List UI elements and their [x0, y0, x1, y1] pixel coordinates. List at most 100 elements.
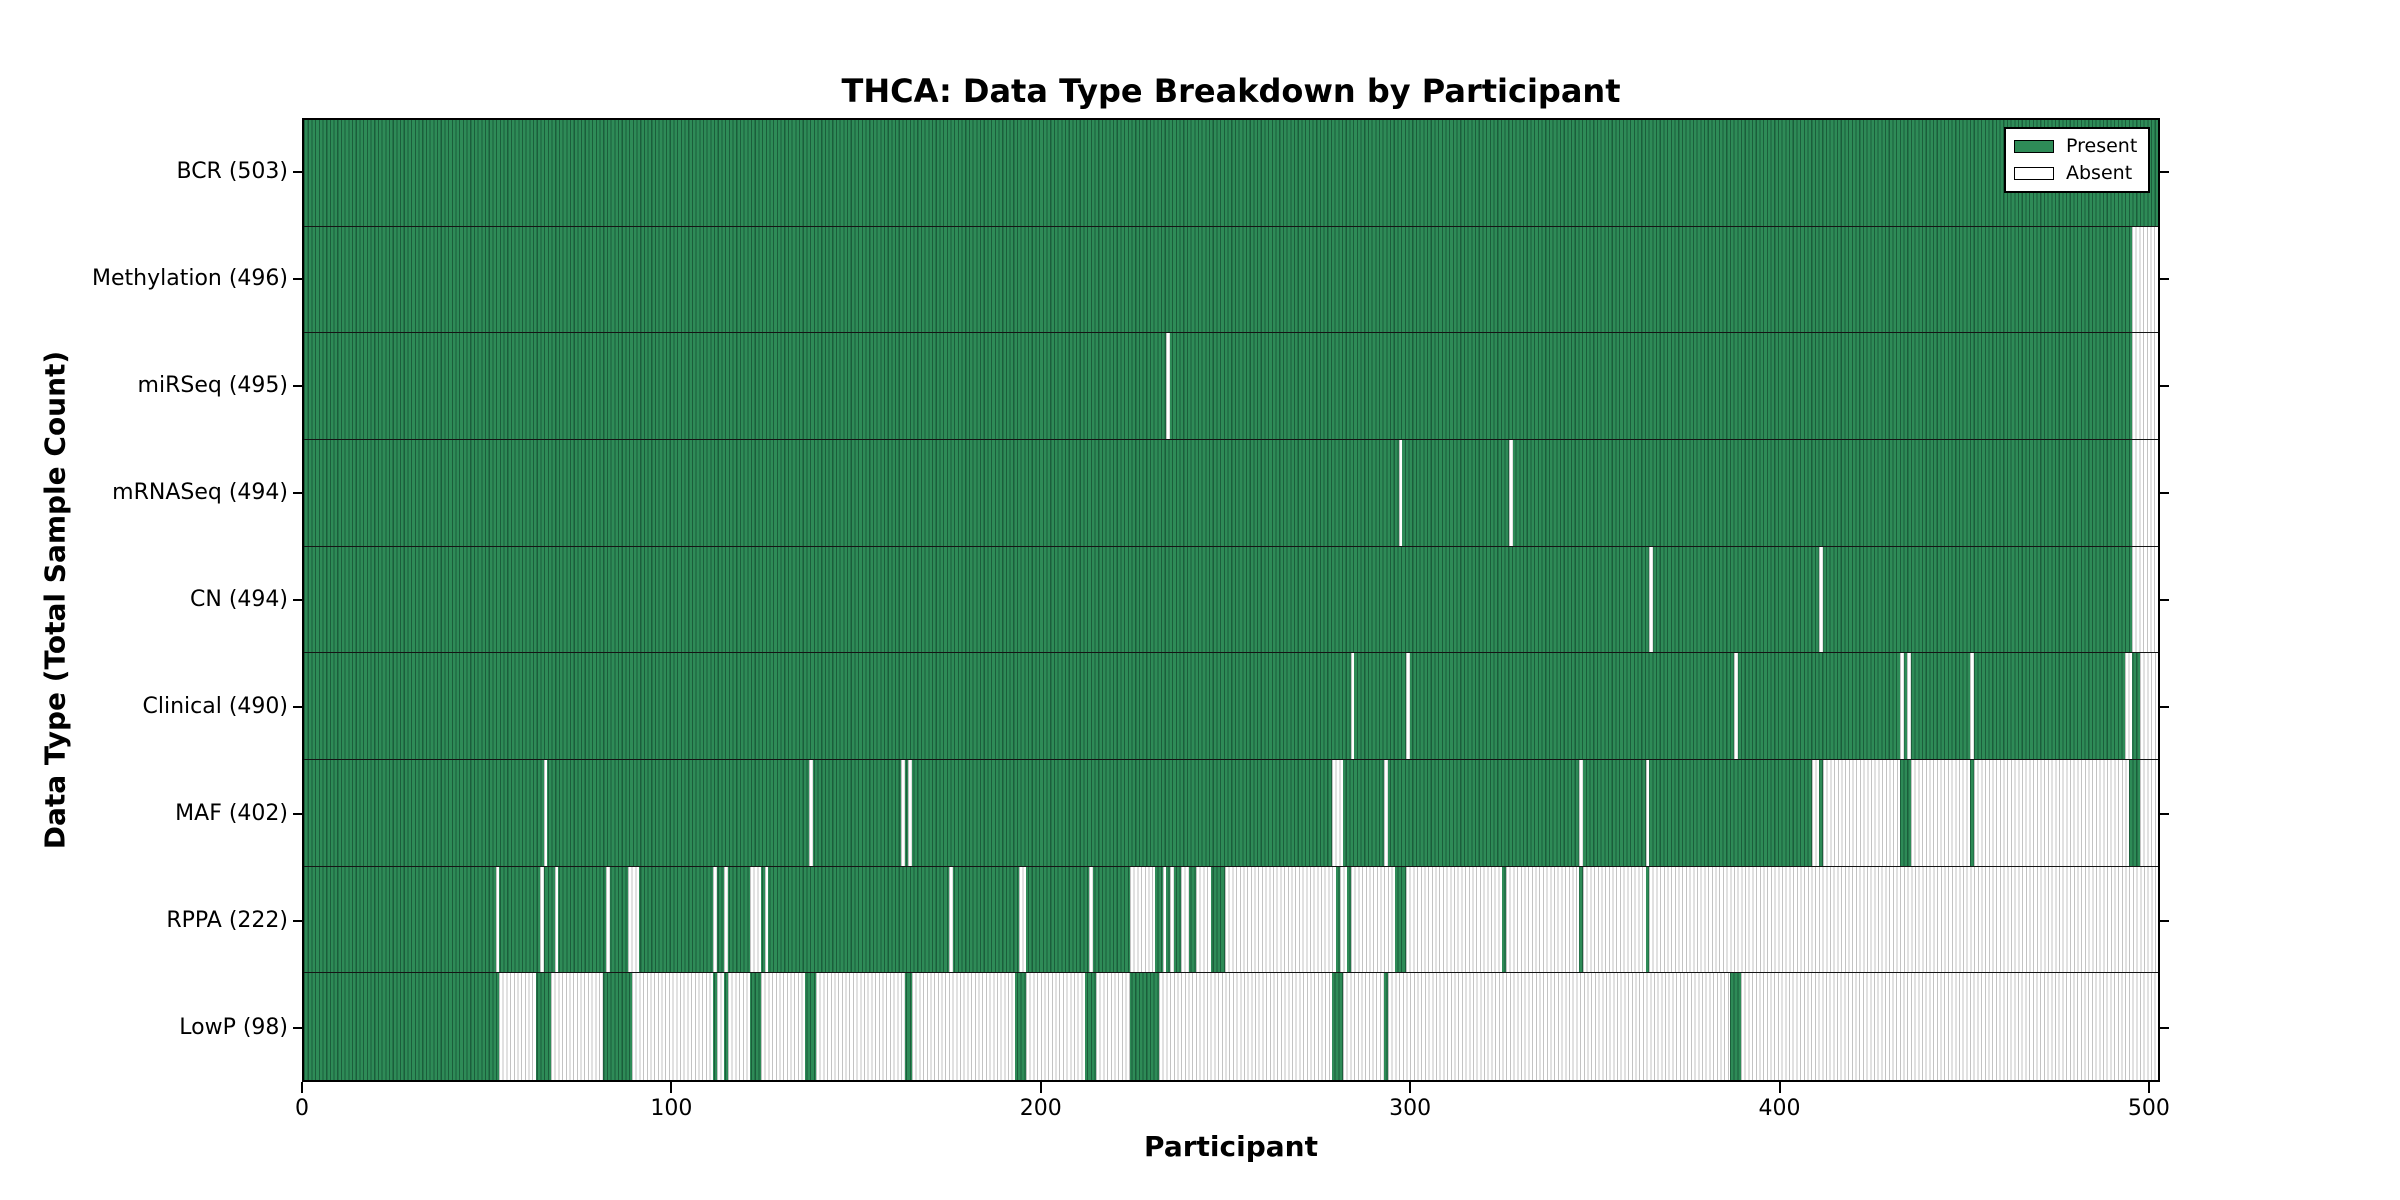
absent-run-RPPA	[1162, 866, 1167, 973]
absent-swatch-icon	[2014, 167, 2054, 180]
absent-run-RPPA	[1225, 866, 1337, 973]
absent-run-LowP	[632, 973, 714, 1080]
absent-run-RPPA	[1181, 866, 1189, 973]
ytick-mark	[293, 170, 302, 173]
row-LowP	[304, 973, 2158, 1080]
ytick-mark	[2160, 1027, 2169, 1030]
ytick-label-MAF: MAF (402)	[175, 801, 288, 827]
absent-run-RPPA	[949, 866, 953, 973]
ytick-mark	[2160, 599, 2169, 601]
absent-run-RPPA	[1406, 866, 1502, 973]
absent-run-RPPA	[749, 866, 762, 973]
absent-run-MAF	[1383, 759, 1388, 866]
absent-run-mRNASeq	[1509, 439, 1513, 546]
ytick-mark	[2160, 170, 2169, 173]
absent-run-miRSeq	[2132, 333, 2158, 439]
absent-run-LowP	[816, 973, 905, 1080]
absent-run-RPPA	[1505, 866, 1580, 973]
ytick-mark	[2160, 813, 2169, 816]
absent-run-mRNASeq	[2132, 439, 2158, 546]
xtick-mark	[670, 1082, 673, 1093]
absent-run-MAF	[901, 759, 905, 866]
absent-run-RPPA	[1583, 866, 1646, 973]
absent-run-RPPA	[1019, 866, 1027, 973]
absent-run-Clinical	[1350, 653, 1355, 759]
absent-run-RPPA	[539, 866, 544, 973]
absent-run-RPPA	[1339, 866, 1348, 973]
row-miRSeq	[304, 333, 2158, 440]
absent-run-Methylation	[2132, 226, 2158, 333]
absent-run-CN	[1649, 546, 1654, 653]
xtick-mark	[1039, 1082, 1042, 1093]
absent-run-LowP	[1343, 973, 1384, 1080]
ytick-mark	[293, 813, 302, 816]
legend-entry-present: Present	[2014, 137, 2140, 156]
ytick-label-mRNASeq: mRNASeq (494)	[112, 479, 288, 505]
xtick-mark	[1409, 1082, 1412, 1093]
legend-entry-absent: Absent	[2014, 164, 2140, 183]
absent-run-MAF	[1973, 759, 2129, 866]
chart-title: THCA: Data Type Breakdown by Participant	[841, 72, 1621, 110]
absent-run-MAF	[543, 759, 548, 866]
absent-run-MAF	[908, 759, 913, 866]
xtick-label-400: 400	[1758, 1096, 1801, 1121]
absent-run-LowP	[761, 973, 806, 1080]
xtick-label-0: 0	[295, 1096, 309, 1121]
absent-run-LowP	[1096, 973, 1130, 1080]
xtick-mark	[1778, 1082, 1781, 1093]
absent-run-MAF	[1911, 759, 1970, 866]
ytick-mark	[2160, 491, 2169, 494]
row-mRNASeq	[304, 439, 2158, 547]
absent-run-RPPA	[606, 866, 610, 973]
ytick-mark	[2160, 384, 2169, 387]
ytick-label-CN: CN (494)	[190, 587, 288, 612]
absent-run-MAF	[1645, 759, 1650, 866]
absent-run-LowP	[716, 973, 725, 1080]
absent-run-RPPA	[1129, 866, 1156, 973]
row-BCR	[304, 120, 2158, 227]
absent-run-RPPA	[1350, 866, 1395, 973]
ytick-mark	[2160, 277, 2169, 280]
absent-run-RPPA	[1649, 866, 2158, 973]
absent-run-CN	[1818, 546, 1823, 653]
absent-run-RPPA	[554, 866, 559, 973]
absent-run-LowP	[1387, 973, 1731, 1080]
absent-run-MAF	[2139, 759, 2158, 866]
xtick-label-300: 300	[1389, 1096, 1432, 1121]
absent-run-LowP	[912, 973, 1016, 1080]
xtick-label-500: 500	[2127, 1096, 2170, 1121]
ytick-mark	[293, 384, 302, 387]
ytick-mark	[293, 706, 302, 709]
ytick-mark	[2160, 706, 2169, 709]
row-RPPA	[304, 866, 2158, 974]
absent-run-Clinical	[1907, 653, 1912, 759]
legend-absent-label: Absent	[2066, 162, 2133, 184]
row-MAF	[304, 759, 2158, 867]
absent-run-RPPA	[1170, 866, 1174, 973]
absent-run-LowP	[1026, 973, 1086, 1080]
absent-run-RPPA	[764, 866, 769, 973]
absent-run-Clinical	[2124, 653, 2133, 759]
row-Methylation	[304, 226, 2158, 334]
legend: Present Absent	[2004, 127, 2150, 193]
absent-run-Clinical	[2139, 653, 2158, 759]
absent-run-MAF	[1811, 759, 1819, 866]
absent-run-MAF	[1332, 759, 1344, 866]
ytick-mark	[2160, 920, 2169, 923]
absent-run-RPPA	[1195, 866, 1211, 973]
plot-area	[302, 118, 2160, 1082]
present-swatch-icon	[2014, 140, 2054, 153]
absent-run-CN	[2132, 546, 2158, 653]
absent-run-MAF	[1579, 759, 1583, 866]
absent-run-LowP	[1159, 973, 1333, 1080]
ytick-label-LowP: LowP (98)	[179, 1015, 288, 1041]
absent-run-LowP	[1741, 973, 2158, 1080]
ytick-mark	[293, 491, 302, 494]
absent-run-Clinical	[1406, 653, 1410, 759]
absent-run-RPPA	[713, 866, 717, 973]
ytick-label-BCR: BCR (503)	[176, 158, 288, 184]
absent-run-mRNASeq	[1398, 439, 1403, 546]
xtick-label-100: 100	[650, 1096, 693, 1121]
ytick-mark	[293, 599, 302, 601]
